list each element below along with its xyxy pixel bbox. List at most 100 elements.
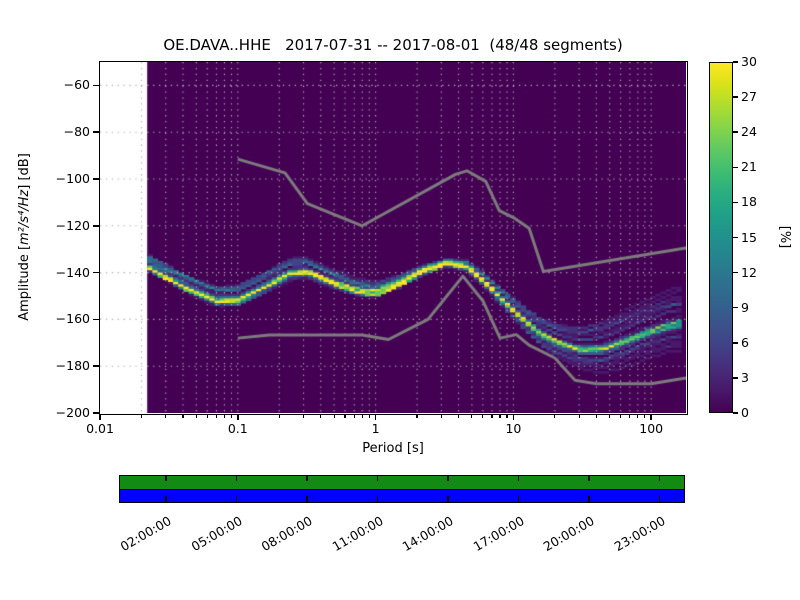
coverage-bar [119, 475, 685, 503]
colorbar-tick-label: 24 [741, 124, 757, 140]
coverage-tick-mark-top [588, 475, 590, 481]
coverage-tick-mark-top [658, 475, 661, 481]
coverage-tick-mark-top [376, 475, 379, 481]
y-tick-label: −100 [55, 171, 90, 186]
coverage-tick-mark-bottom [376, 496, 379, 502]
x-minor-tick-mark [165, 414, 167, 418]
ppsd-heatmap-canvas [100, 62, 686, 413]
x-minor-tick-mark [140, 414, 143, 418]
colorbar-tick-mark [733, 201, 738, 204]
x-tick-label: 0.1 [227, 421, 248, 436]
x-minor-tick-mark [554, 414, 556, 418]
x-minor-tick-mark [230, 414, 233, 418]
time-label: 14:00:00 [399, 513, 456, 555]
coverage-tick-mark-top [165, 475, 167, 481]
coverage-data-strip [120, 476, 684, 490]
x-tick-label: 0.01 [86, 421, 114, 436]
colorbar-tick-label: 6 [741, 334, 749, 350]
x-minor-tick-mark [578, 414, 580, 418]
time-label: 17:00:00 [470, 513, 527, 555]
x-axis-label: Period [s] [362, 441, 424, 456]
colorbar-tick-mark [733, 236, 738, 239]
colorbar-tick-mark [733, 377, 738, 379]
colorbar-tick-label: 9 [741, 299, 749, 315]
coverage-processed-strip [120, 489, 684, 502]
time-label: 23:00:00 [611, 513, 668, 555]
colorbar-tick-mark [733, 306, 738, 309]
y-tick-mark [93, 84, 99, 87]
x-minor-tick-mark [506, 414, 508, 418]
y-tick-mark [93, 225, 99, 227]
x-minor-tick-mark [215, 414, 218, 418]
coverage-tick-mark-top [447, 475, 449, 481]
time-label: 20:00:00 [540, 513, 597, 555]
x-tick-label: 10 [505, 421, 522, 436]
x-tick-mark [512, 414, 515, 420]
y-tick-label: −140 [55, 264, 90, 280]
colorbar-tick-mark [733, 271, 738, 274]
x-minor-tick-mark [278, 414, 280, 418]
y-tick-mark [93, 318, 99, 321]
colorbar-tick-label: 3 [741, 369, 749, 385]
x-minor-tick-mark [344, 414, 346, 418]
colorbar-gradient [710, 63, 732, 412]
x-minor-tick-mark [223, 414, 226, 418]
y-tick-label: −80 [63, 124, 90, 140]
y-axis-label-suffix: ] [dB] [17, 153, 32, 190]
colorbar-tick-label: 15 [741, 229, 757, 245]
x-tick-label: 1 [371, 421, 380, 436]
coverage-tick-mark-bottom [235, 496, 238, 502]
x-minor-tick-mark [620, 414, 622, 418]
x-minor-tick-mark [637, 414, 639, 418]
colorbar-tick-mark [733, 131, 738, 133]
colorbar-tick-label: 0 [741, 405, 749, 420]
colorbar [709, 62, 733, 413]
x-tick-label: 100 [639, 421, 664, 436]
colorbar-tick-label: 12 [741, 264, 757, 280]
x-minor-tick-mark [609, 414, 611, 418]
x-minor-tick-mark [361, 414, 363, 418]
time-label: 05:00:00 [188, 513, 245, 555]
y-axis-label-prefix: Amplitude [ [17, 244, 32, 321]
x-minor-tick-mark [368, 414, 370, 418]
x-minor-tick-mark [440, 414, 442, 418]
x-minor-tick-mark [320, 414, 322, 418]
y-tick-label: −160 [55, 311, 90, 327]
coverage-tick-mark-top [306, 475, 308, 481]
x-minor-tick-mark [353, 414, 355, 418]
y-axis-label: Amplitude [m²/s⁴/Hz] [dB] [17, 62, 37, 412]
colorbar-tick-mark [733, 166, 738, 169]
coverage-tick-mark-bottom [447, 496, 449, 502]
x-minor-tick-mark [595, 414, 597, 418]
y-axis-label-units: m²/s⁴/Hz [17, 189, 32, 245]
x-minor-tick-mark [333, 414, 335, 418]
y-tick-label: −200 [55, 405, 90, 420]
x-minor-tick-mark [206, 414, 208, 418]
y-tick-mark [93, 365, 99, 367]
x-minor-tick-mark [416, 414, 418, 418]
coverage-tick-mark-bottom [588, 496, 590, 502]
x-minor-tick-mark [471, 414, 473, 418]
y-tick-mark [93, 271, 99, 274]
colorbar-tick-label: 21 [741, 159, 757, 175]
x-minor-tick-mark [182, 414, 184, 418]
colorbar-tick-label: 30 [741, 54, 757, 69]
plot-title: OE.DAVA..HHE 2017-07-31 -- 2017-08-01 (4… [163, 36, 623, 54]
colorbar-tick-mark [733, 96, 738, 98]
x-tick-mark [374, 414, 377, 420]
colorbar-tick-mark [733, 61, 738, 63]
time-label: 11:00:00 [329, 513, 386, 555]
colorbar-tick-mark [733, 342, 738, 344]
x-minor-tick-mark [457, 414, 460, 418]
time-label: 02:00:00 [117, 513, 174, 555]
x-minor-tick-mark [499, 414, 501, 418]
y-tick-label: −120 [55, 217, 90, 233]
y-tick-label: −60 [63, 77, 90, 93]
coverage-tick-mark-top [517, 475, 520, 481]
y-tick-mark [93, 412, 99, 414]
y-tick-label: −180 [55, 358, 90, 374]
x-minor-tick-mark [302, 414, 305, 418]
x-minor-tick-mark [482, 414, 484, 418]
coverage-tick-mark-bottom [658, 496, 661, 502]
